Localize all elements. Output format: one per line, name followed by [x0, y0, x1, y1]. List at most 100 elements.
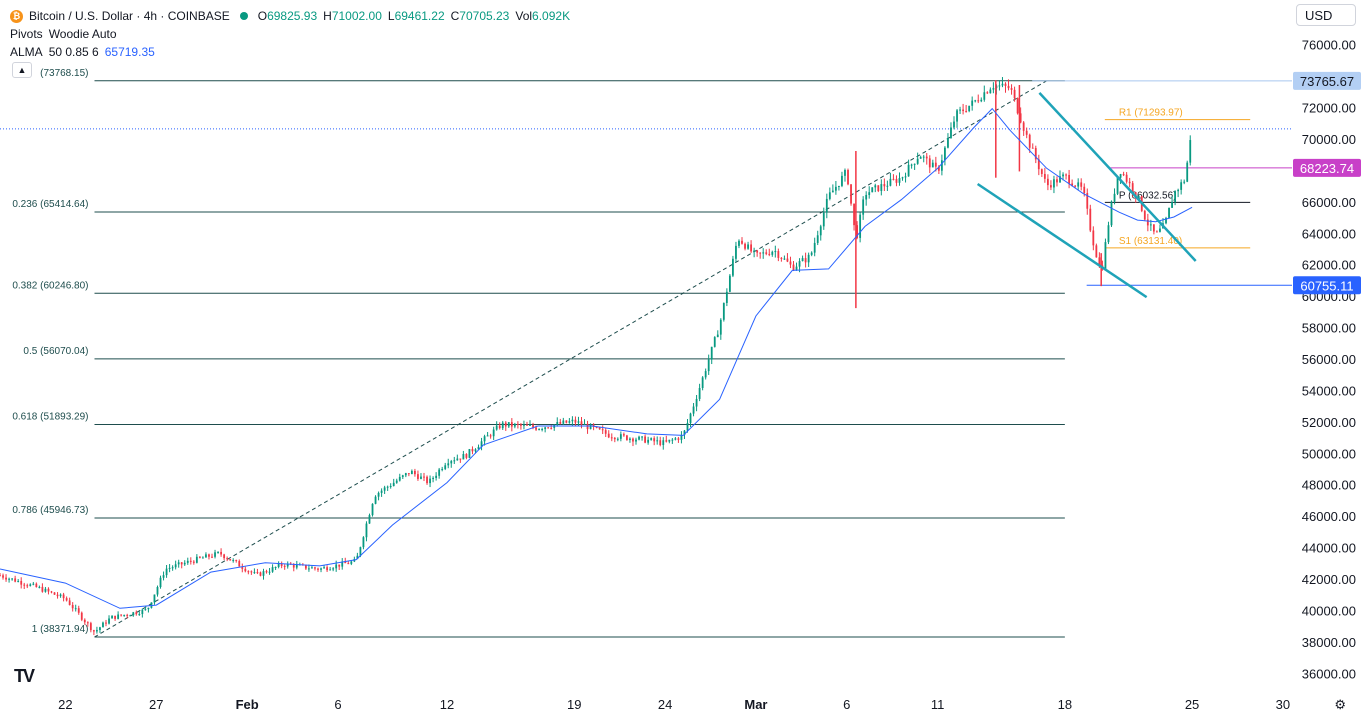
candle-body: [998, 85, 1001, 87]
candle-body: [862, 199, 865, 215]
x-tick-label: 22: [58, 697, 72, 712]
candle-body: [822, 212, 825, 227]
candle-body: [750, 244, 753, 252]
candle-body: [919, 157, 922, 159]
candle-body: [268, 571, 271, 573]
y-tick-label: 62000.00: [1302, 258, 1356, 273]
candle-body: [980, 99, 983, 102]
candle-body: [495, 425, 498, 430]
candle-body: [892, 178, 895, 180]
alma-indicator[interactable]: ALMA 50 0.85 6 65719.35: [10, 43, 570, 61]
candle-body: [205, 554, 207, 558]
candle-body: [17, 580, 20, 582]
candle-body: [1092, 230, 1095, 246]
x-tick-label: 18: [1058, 697, 1072, 712]
candle-body: [526, 424, 528, 426]
candle-body: [192, 561, 195, 563]
collapse-legend-button[interactable]: ▲: [12, 62, 32, 78]
candle-body: [80, 612, 83, 620]
candle-body: [489, 435, 492, 437]
candle-body: [217, 551, 219, 553]
candle-body: [798, 261, 801, 267]
candle-body: [186, 560, 189, 563]
candle-body: [607, 433, 610, 438]
candle-body: [1089, 208, 1092, 231]
candle-body: [138, 614, 141, 616]
candle-body: [189, 560, 192, 562]
price-tag-label: 73765.67: [1300, 74, 1354, 89]
candle-body: [277, 563, 280, 568]
y-tick-label: 56000.00: [1302, 352, 1356, 367]
candle-body: [713, 337, 716, 347]
candle-body: [504, 422, 507, 427]
alma-value: 65719.35: [104, 45, 155, 59]
y-tick-label: 42000.00: [1302, 572, 1356, 587]
candle-body: [359, 547, 362, 556]
candle-body: [420, 476, 422, 479]
candle-body: [971, 100, 974, 106]
candle-body: [153, 594, 156, 603]
candle-body: [850, 184, 852, 204]
candle-body: [1071, 183, 1074, 186]
candle-body: [780, 257, 783, 259]
gear-icon[interactable]: ⚙: [1334, 697, 1346, 712]
candle-body: [1028, 134, 1031, 148]
candle-body: [986, 92, 989, 94]
candle-body: [65, 598, 68, 601]
candle-body: [604, 430, 607, 434]
candle-body: [1053, 179, 1055, 188]
candle-body: [562, 420, 565, 424]
candle-body: [86, 622, 89, 624]
candle-body: [362, 537, 365, 548]
candle-body: [308, 568, 310, 570]
candle-body: [925, 156, 928, 159]
candle-body: [450, 461, 453, 464]
candle-body: [732, 258, 734, 276]
candle-body: [1165, 217, 1167, 224]
candle-body: [559, 421, 562, 424]
candle-body: [32, 583, 35, 585]
candle-body: [520, 424, 522, 426]
candle-body: [913, 163, 916, 165]
pivots-label: Pivots: [10, 27, 43, 41]
candle-body: [171, 567, 174, 569]
candle-body: [801, 258, 804, 262]
fib-trend-line: [94, 80, 1047, 638]
candle-body: [931, 162, 934, 168]
candle-body: [271, 567, 274, 572]
candle-body: [1007, 85, 1010, 89]
candle-body: [904, 176, 907, 178]
x-tick-label: 27: [149, 697, 163, 712]
candle-body: [483, 436, 486, 442]
candle-body: [856, 225, 859, 238]
pivots-indicator[interactable]: Pivots Woodie Auto: [10, 25, 570, 43]
candle-body: [229, 559, 232, 561]
candle-body: [26, 585, 29, 587]
candle-body: [371, 503, 374, 516]
candle-body: [462, 454, 465, 460]
candle-body: [444, 465, 447, 469]
candle-body: [147, 607, 150, 610]
candle-body: [317, 568, 319, 570]
x-tick-label: 30: [1276, 697, 1290, 712]
candle-body: [286, 563, 289, 567]
candle-body: [650, 438, 653, 440]
candle-body: [1107, 225, 1110, 243]
candle-body: [686, 422, 689, 431]
candle-body: [47, 588, 50, 592]
candle-body: [356, 555, 359, 560]
candle-body: [498, 425, 501, 429]
candle-body: [159, 577, 162, 588]
candle-body: [492, 429, 495, 437]
symbol-title[interactable]: Bitcoin / U.S. Dollar · 4h · COINBASE: [29, 9, 230, 23]
pivot-label: P (66032.56): [1119, 190, 1177, 201]
candle-body: [1177, 189, 1180, 192]
currency-select[interactable]: USD: [1296, 4, 1356, 26]
candle-body: [123, 614, 126, 616]
candle-body: [683, 430, 686, 435]
fib-level-label: 0.236 (65414.64): [12, 199, 88, 210]
candle-body: [659, 440, 662, 446]
candle-body: [441, 468, 444, 470]
candle-body: [120, 614, 123, 616]
